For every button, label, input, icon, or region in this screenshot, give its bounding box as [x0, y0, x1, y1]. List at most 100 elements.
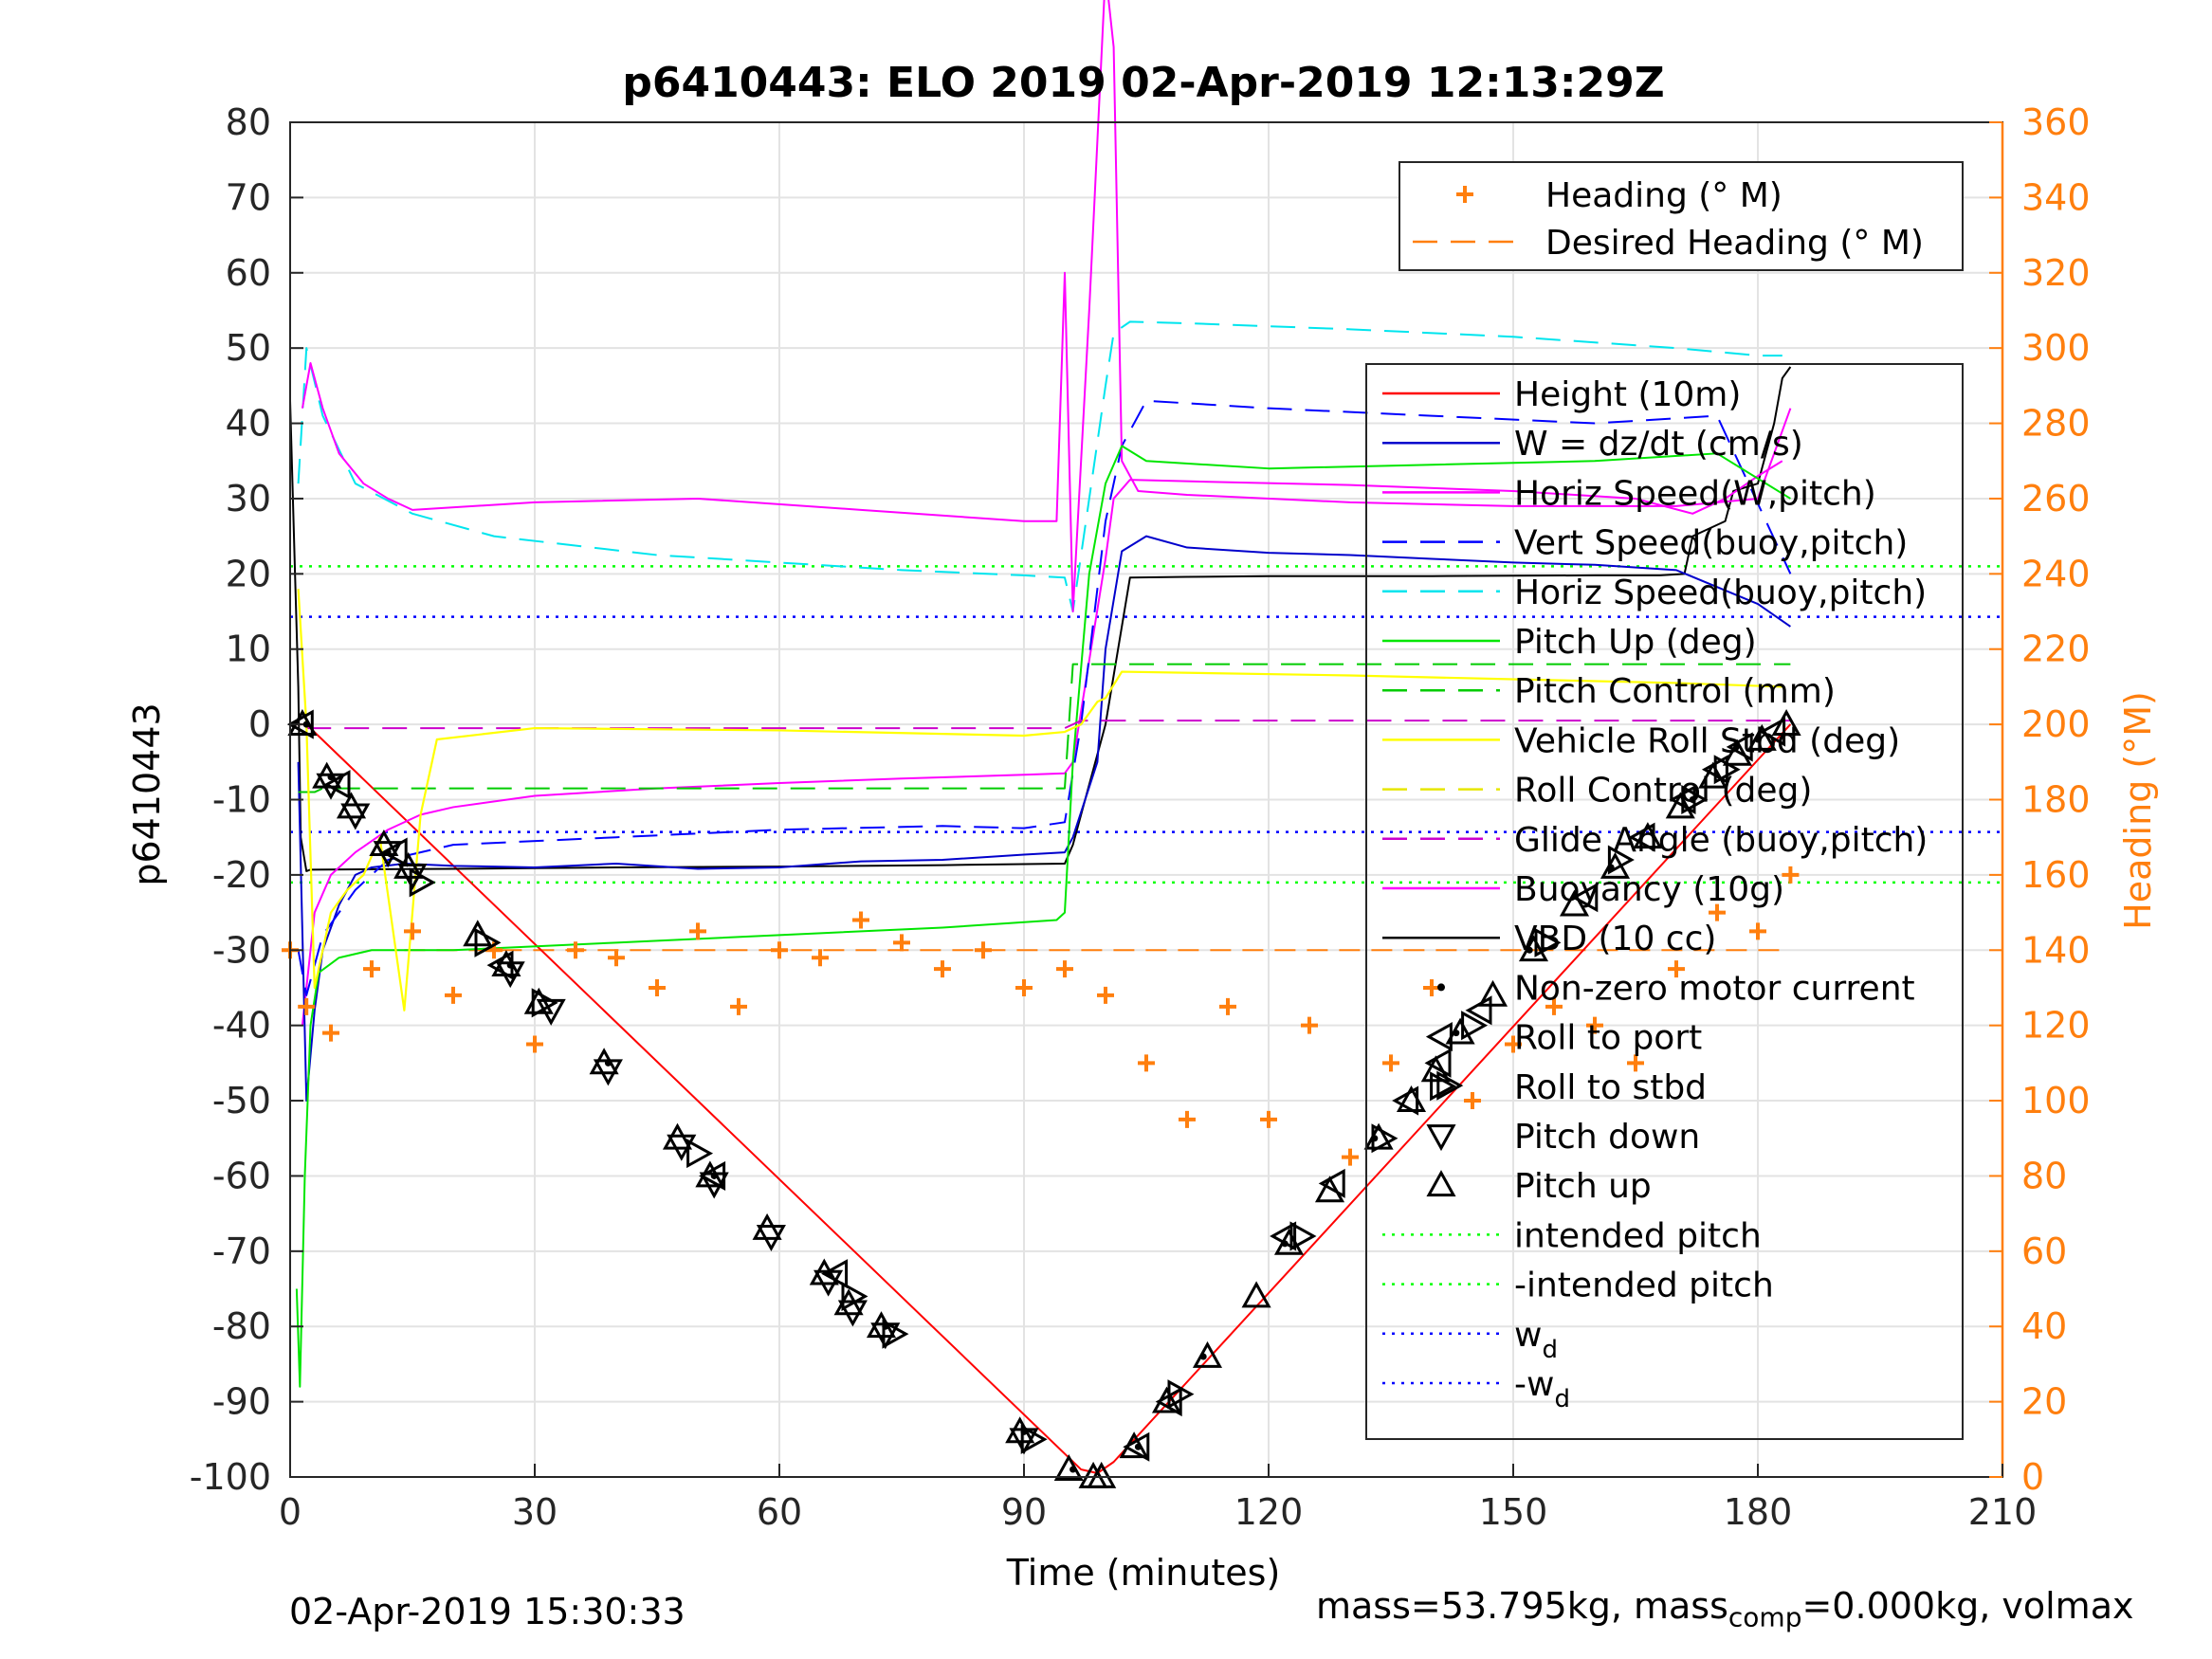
series-pitch — [295, 445, 1791, 1388]
chart-title: p6410443: ELO 2019 02-Apr-2019 12:13:29Z — [622, 59, 1664, 107]
heading-point — [771, 941, 788, 959]
x-tick-label: 90 — [1001, 1491, 1047, 1533]
legend-sample-triangle — [1425, 1022, 1453, 1052]
marker-motor-current — [327, 774, 335, 781]
marker-pitch-up — [1665, 792, 1695, 819]
y2-tick-label: 280 — [2021, 403, 2091, 445]
marker-pitch-up — [1698, 761, 1728, 789]
marker-pitch-up — [393, 851, 424, 879]
footer-mass: mass=53.795kg, masscomp=0.000kg, volmax — [1316, 1585, 2133, 1633]
heading-point — [526, 1035, 543, 1053]
heading-point — [1668, 960, 1685, 978]
heading-point — [1301, 1016, 1318, 1034]
x-tick-label: 210 — [1968, 1491, 2038, 1533]
marker-roll-port — [1318, 1168, 1345, 1198]
marker-roll-port — [821, 1259, 849, 1289]
heading-point — [1382, 1054, 1399, 1072]
y2-tick-label: 40 — [2021, 1305, 2067, 1347]
legend-main-label: Non-zero motor current — [1514, 969, 1915, 1008]
heading-point — [1138, 1054, 1155, 1072]
y-tick-label: -100 — [190, 1456, 271, 1498]
reference-lines — [290, 565, 2002, 952]
legend-main-label: VBD (10 cc) — [1514, 920, 1716, 958]
marker-pitch-up — [1314, 1176, 1345, 1203]
marker-motor-current — [1453, 1030, 1460, 1037]
marker-roll-stbd — [882, 1319, 909, 1349]
legend-heading-label: Heading (° M) — [1545, 176, 1782, 215]
marker-roll-port — [323, 770, 351, 800]
footer-mass-sub: comp — [1728, 1601, 1802, 1633]
marker-motor-current — [1607, 864, 1615, 871]
heading-point — [608, 949, 625, 967]
y-tick-label: -10 — [212, 779, 271, 821]
y2-tick-label: 140 — [2021, 929, 2091, 971]
marker-roll-port — [1465, 995, 1492, 1026]
marker-roll-port — [1123, 1431, 1150, 1462]
y-tick-label: -40 — [212, 1005, 271, 1047]
legend-main-label: Pitch Up (deg) — [1514, 623, 1757, 662]
heading-point — [1097, 986, 1114, 1004]
marker-pitch-up — [1722, 738, 1753, 766]
marker-roll-port — [1424, 1048, 1452, 1078]
heading-point — [322, 1024, 339, 1042]
heading-point — [649, 978, 666, 996]
legend-subscript: d — [1554, 1385, 1570, 1413]
legend-main-label: Pitch Control (mm) — [1514, 672, 1836, 711]
x-axis-label: Time (minutes) — [1006, 1552, 1281, 1594]
y-tick-label: 80 — [226, 101, 271, 143]
marker-roll-port — [1628, 822, 1655, 852]
y2-tick-label: 160 — [2021, 854, 2091, 896]
y-tick-label: -60 — [212, 1155, 271, 1196]
heading-point — [934, 960, 951, 978]
legend-main-label: Horiz Speed(W,pitch) — [1514, 474, 1876, 513]
axes: 0 30 60 90 120 150 180 210-100-90-80-70-60-50-4… — [190, 101, 2091, 1533]
legend-main-label: Pitch down — [1514, 1118, 1700, 1157]
marker-motor-current — [1689, 796, 1696, 803]
y2-tick-label: 0 — [2021, 1456, 2044, 1498]
y2-tick-label: 360 — [2021, 101, 2091, 143]
y2-tick-label: 220 — [2021, 629, 2091, 670]
legend-main-label: Roll to port — [1514, 1019, 1702, 1058]
legend-main-label: intended pitch — [1514, 1216, 1762, 1255]
heading-point — [1056, 960, 1073, 978]
marker-roll-stbd — [686, 1139, 714, 1169]
marker-motor-current — [1069, 1466, 1077, 1473]
y2-tick-label: 340 — [2021, 176, 2091, 218]
heading-point — [1749, 922, 1766, 940]
heading-point — [1709, 903, 1726, 921]
heading-point — [1342, 1148, 1359, 1166]
x-tick-label: 120 — [1234, 1491, 1304, 1533]
y2-tick-label: 60 — [2021, 1231, 2067, 1272]
series-vbd — [289, 366, 1792, 872]
marker-pitch-up — [1477, 979, 1508, 1007]
marker-motor-current — [1754, 736, 1762, 743]
legend-main-label: Roll Control (deg) — [1514, 772, 1812, 811]
x-tick-label: 150 — [1479, 1491, 1548, 1533]
marker-roll-port — [380, 837, 408, 867]
marker-motor-current — [506, 961, 514, 969]
marker-motor-current — [1281, 1240, 1289, 1248]
heading-point — [1260, 1110, 1277, 1128]
heading-layer — [282, 866, 1800, 1166]
legend-sample-triangle — [1430, 1071, 1457, 1102]
marker-pitch-up — [1420, 1055, 1451, 1083]
marker-roll-port — [286, 709, 314, 739]
y-tick-label: -70 — [212, 1231, 271, 1272]
y-tick-label: 60 — [226, 252, 271, 294]
marker-motor-current — [1199, 1353, 1207, 1360]
heading-point — [1545, 997, 1563, 1015]
heading-point — [404, 922, 421, 940]
legend-main-label: Height (10m) — [1514, 375, 1741, 414]
marker-roll-stbd — [841, 1281, 868, 1312]
y2-tick-label: 20 — [2021, 1381, 2067, 1423]
y-tick-label: -20 — [212, 854, 271, 896]
marker-roll-port — [1392, 1085, 1419, 1116]
marker-roll-port — [1571, 883, 1599, 913]
series-buoyancy — [301, 460, 1783, 1026]
footer-mass-a: mass=53.795kg, mass — [1316, 1585, 1728, 1627]
marker-motor-current — [825, 1270, 832, 1278]
x-tick-label: 30 — [512, 1491, 558, 1533]
heading-point — [1782, 866, 1800, 884]
marker-roll-stbd — [531, 988, 558, 1018]
